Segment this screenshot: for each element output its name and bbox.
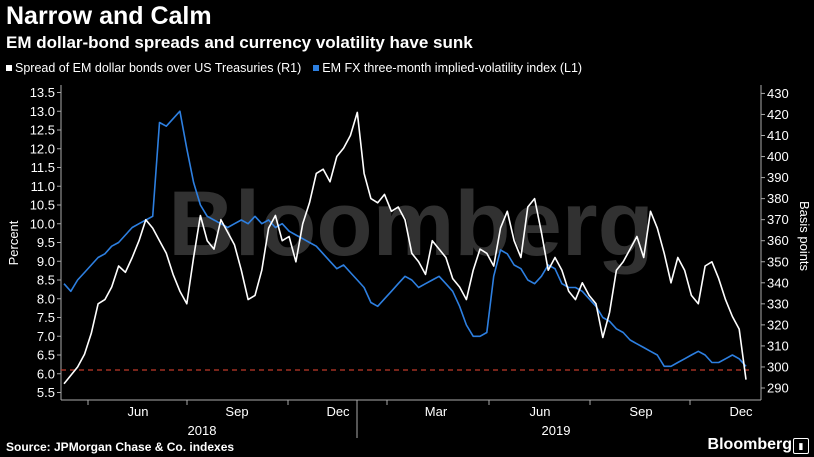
chart-icon: ▮ [793,438,809,454]
legend-label-volatility: EM FX three-month implied-volatility ind… [322,61,583,75]
left-tick-label: 10.0 [30,216,55,231]
series-line-spread [63,111,747,385]
left-axis-title: Percent [6,220,21,265]
legend: Spread of EM dollar bonds over US Treasu… [6,61,582,75]
left-tick-label: 12.0 [30,141,55,156]
left-tick-label: 8.5 [37,273,55,288]
chart-title: Narrow and Calm [6,2,212,30]
right-tick-label: 300 [767,359,789,374]
right-axis-title: Basis points [797,201,812,272]
x-tick-label: Jun [128,404,149,419]
right-tick-label: 380 [767,191,789,206]
x-tick-label: Jun [530,404,551,419]
left-tick-label: 7.5 [37,310,55,325]
x-tick-label: Sep [629,404,652,419]
right-tick-label: 340 [767,275,789,290]
x-tick-label: Mar [425,404,448,419]
legend-label-spread: Spread of EM dollar bonds over US Treasu… [15,61,302,75]
source-note: Source: JPMorgan Chase & Co. indexes [6,440,235,454]
right-tick-label: 420 [767,107,789,122]
right-tick-label: 310 [767,338,789,353]
left-tick-label: 13.0 [30,104,55,119]
legend-swatch-spread [6,65,12,71]
left-tick-label: 9.5 [37,235,55,250]
left-tick-label: 12.5 [30,123,55,138]
legend-swatch-volatility [313,65,320,71]
year-label: 2019 [542,423,571,438]
legend-item-volatility: EM FX three-month implied-volatility ind… [313,61,582,75]
right-tick-label: 350 [767,254,789,269]
watermark-text: Bloomberg [168,173,654,275]
right-tick-label: 390 [767,170,789,185]
right-tick-label: 320 [767,317,789,332]
left-tick-label: 13.5 [30,85,55,100]
x-tick-label: Sep [225,404,248,419]
left-tick-label: 8.0 [37,291,55,306]
x-tick-label: Dec [729,404,753,419]
left-tick-label: 11.0 [31,179,55,194]
right-tick-label: 430 [767,86,789,101]
left-tick-label: 6.0 [37,366,55,381]
left-tick-label: 6.5 [37,348,55,363]
x-tick-label: Dec [326,404,350,419]
right-tick-label: 410 [767,128,789,143]
legend-item-spread: Spread of EM dollar bonds over US Treasu… [6,61,301,75]
left-tick-label: 5.5 [37,385,55,400]
right-tick-label: 290 [767,381,789,396]
right-tick-label: 370 [767,212,789,227]
brand-logo-text: Bloomberg [707,436,792,453]
left-tick-label: 9.0 [37,254,55,269]
chart-subtitle: EM dollar-bond spreads and currency vola… [6,33,473,52]
right-tick-label: 400 [767,149,789,164]
left-tick-label: 11.5 [31,160,55,175]
left-tick-label: 10.5 [30,198,55,213]
series-line-volatility [63,110,747,368]
year-label: 2018 [188,423,217,438]
right-tick-label: 330 [767,296,789,311]
left-tick-label: 7.0 [37,329,55,344]
right-tick-label: 360 [767,233,789,248]
